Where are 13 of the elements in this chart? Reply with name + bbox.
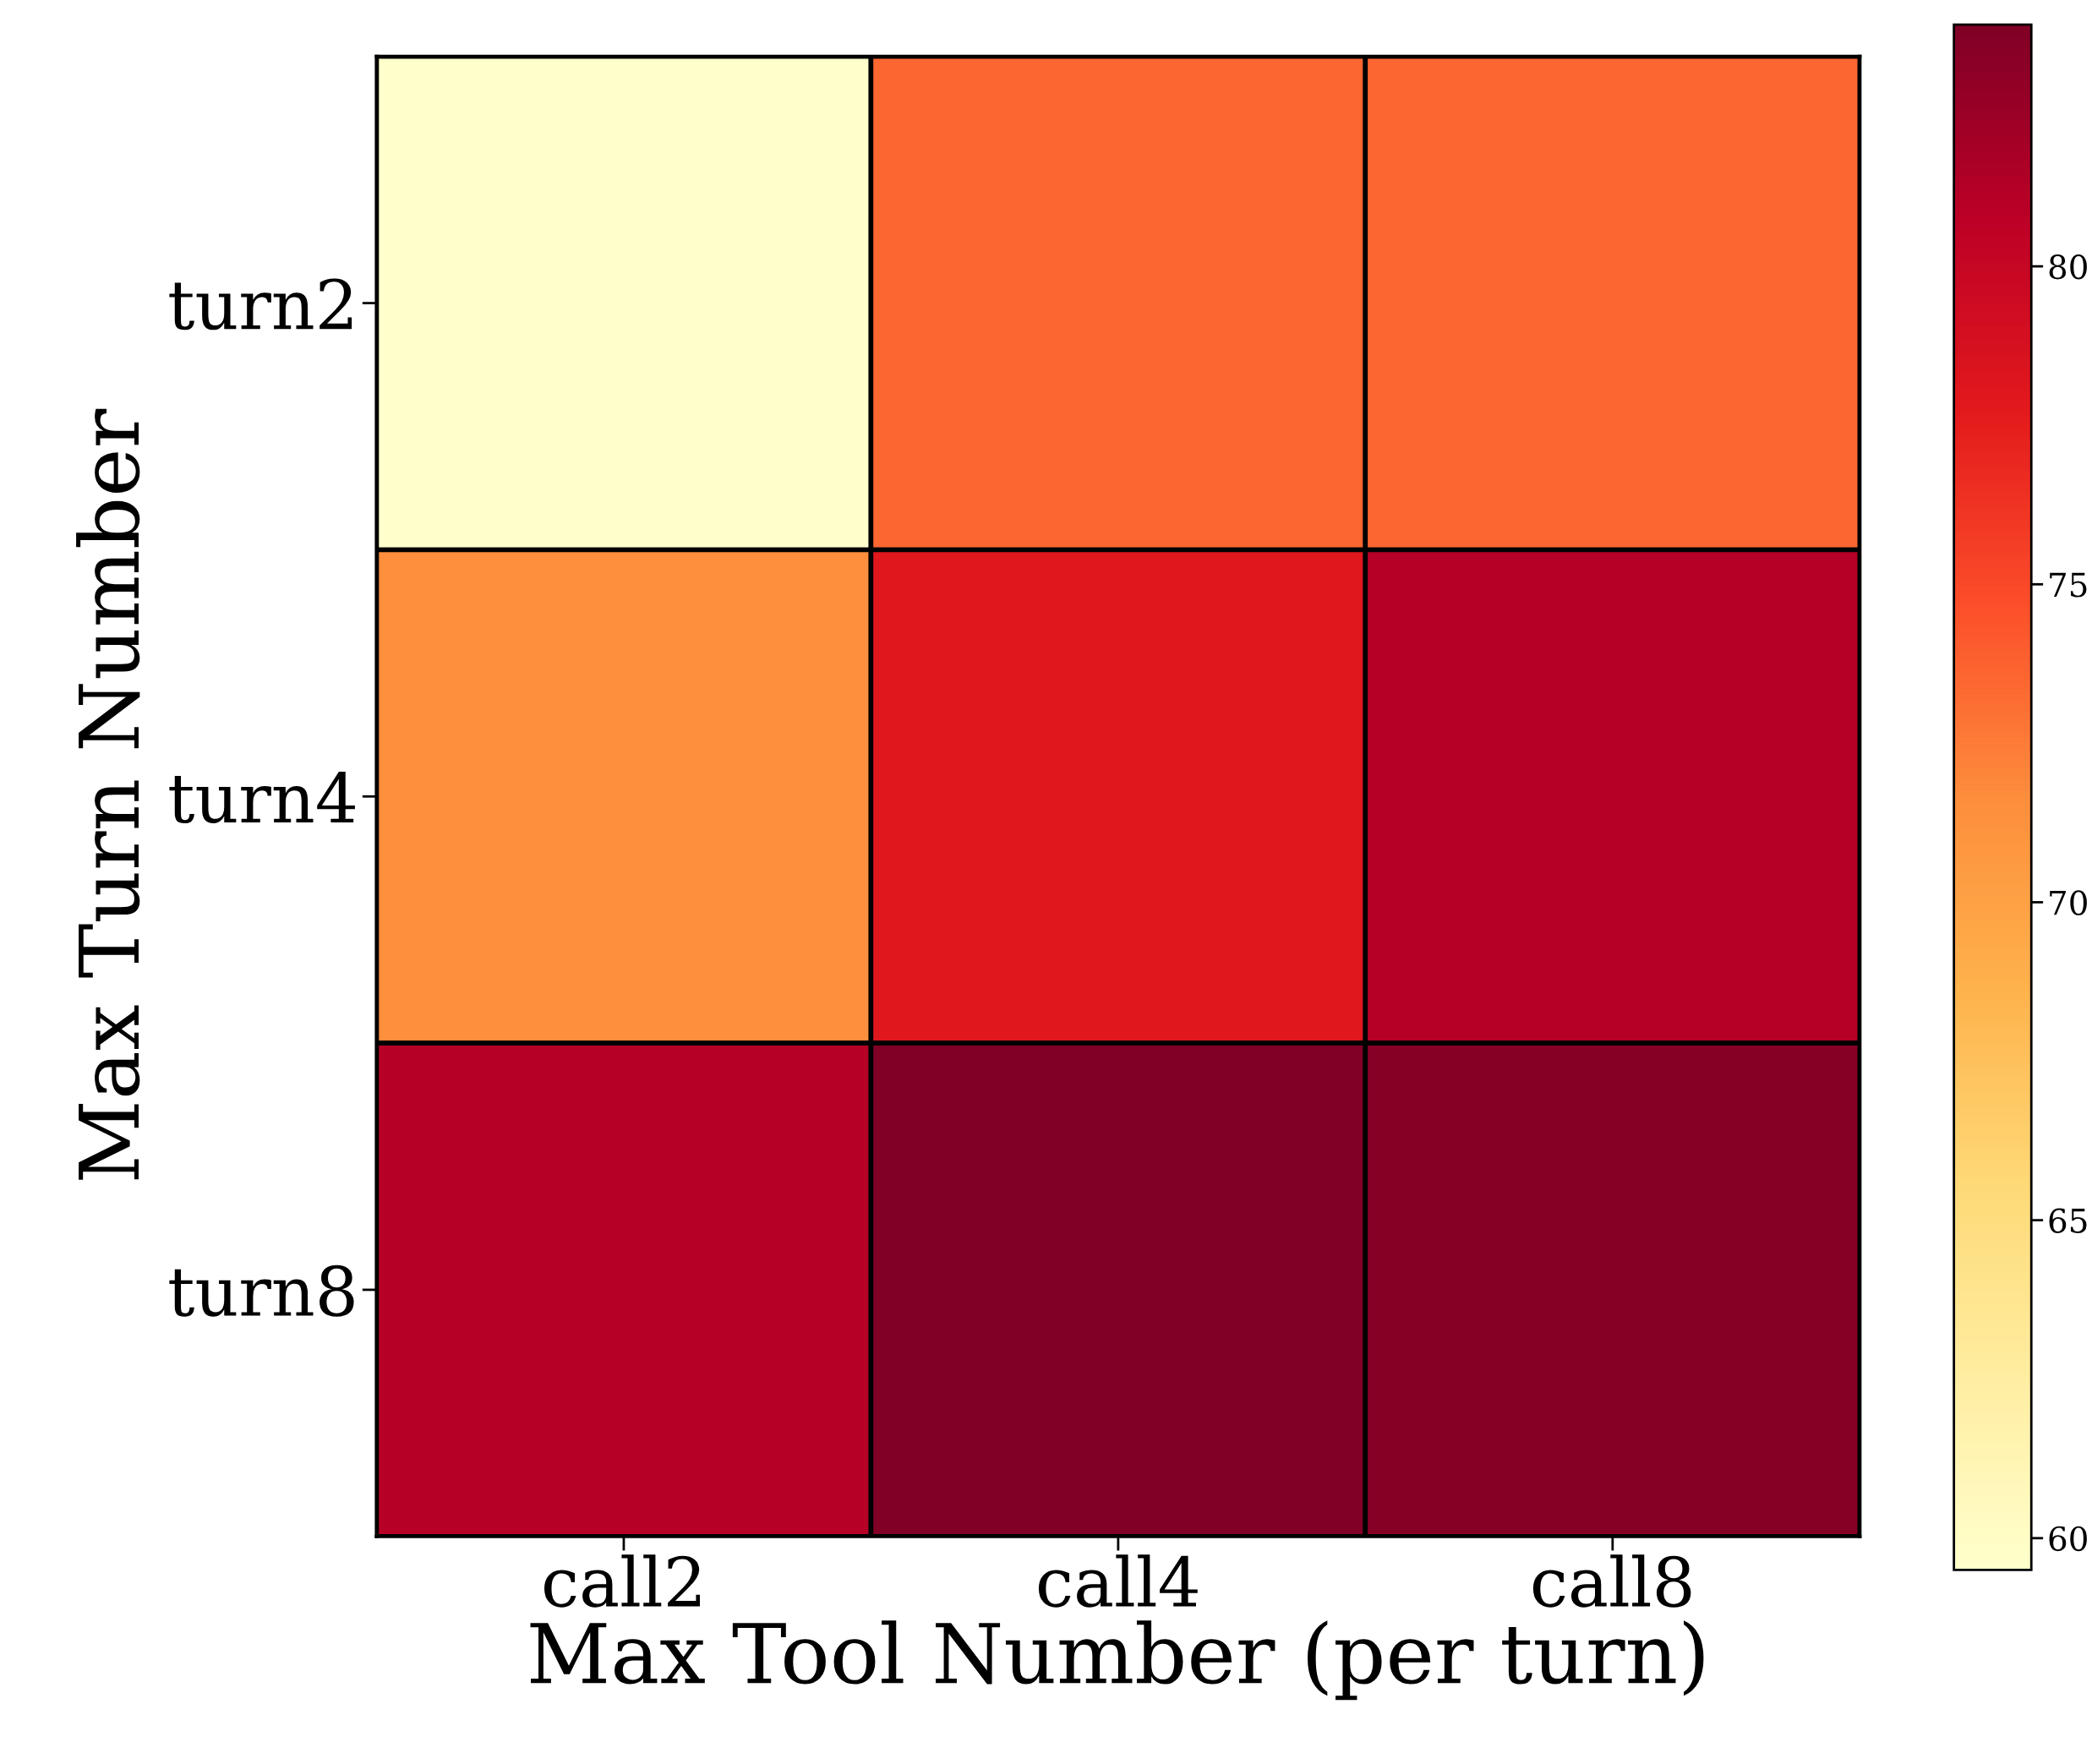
color-bar-label: 60 [2049, 1526, 2087, 1552]
x-axis-title: Max Tool Number (per turn) [530, 1620, 1704, 1701]
y-tick-label: turn8 [169, 1264, 354, 1317]
color-bar-label: 70 [2050, 890, 2087, 915]
y-tick-label: turn4 [169, 772, 355, 824]
y-axis-title: Max Turn Number [76, 408, 140, 1180]
color-bar-label: 75 [2050, 572, 2087, 598]
x-tick-label: call8 [1532, 1554, 1691, 1608]
color-bar-label: 65 [2049, 1208, 2087, 1233]
color-bar-label: 80 [2049, 254, 2087, 280]
y-tick-label: turn2 [169, 278, 352, 330]
x-tick-label: call2 [544, 1554, 701, 1608]
x-tick-label: call4 [1038, 1554, 1198, 1608]
